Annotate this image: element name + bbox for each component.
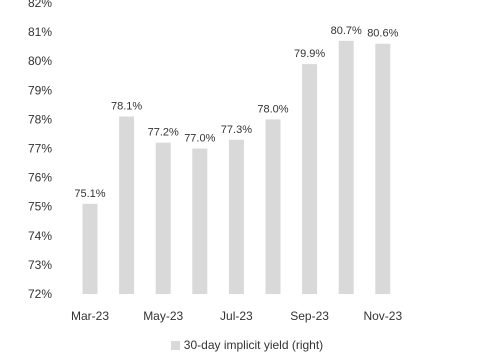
data-label: 80.6% bbox=[367, 28, 398, 40]
bar bbox=[119, 116, 135, 295]
y-tick-label: 72% bbox=[28, 287, 52, 301]
data-label: 77.2% bbox=[148, 127, 179, 139]
y-tick-label: 74% bbox=[28, 229, 52, 243]
bar bbox=[155, 142, 171, 294]
y-tick-label: 77% bbox=[28, 142, 52, 156]
data-label: 77.3% bbox=[221, 124, 252, 136]
x-tick-label: Nov-23 bbox=[363, 309, 402, 323]
x-tick-label: Sep-23 bbox=[290, 309, 329, 323]
y-tick-label: 76% bbox=[28, 171, 52, 185]
legend-label: 30-day implicit yield (right) bbox=[183, 338, 324, 352]
data-label: 79.9% bbox=[294, 48, 325, 60]
bar bbox=[228, 139, 244, 294]
bar bbox=[82, 203, 98, 294]
bar bbox=[192, 148, 208, 294]
y-tick-label: 80% bbox=[28, 54, 52, 68]
data-label: 77.0% bbox=[184, 133, 215, 145]
y-tick-label: 73% bbox=[28, 258, 52, 272]
x-axis-tick-labels: Mar-23 May-23 Jul-23 Sep-23 Nov-23 bbox=[71, 309, 402, 323]
bars bbox=[82, 40, 391, 295]
data-labels: 75.1% 78.1% 77.2% 77.0% 77.3% 78.0% 79.9% 80.7%… bbox=[74, 25, 398, 200]
y-tick-label: 75% bbox=[28, 200, 52, 214]
x-tick-label: Mar-23 bbox=[71, 309, 109, 323]
bar bbox=[375, 43, 391, 294]
data-label: 78.0% bbox=[257, 103, 288, 115]
x-tick-label: Jul-23 bbox=[220, 309, 253, 323]
x-tick-label: May-23 bbox=[143, 309, 183, 323]
y-tick-label: 82% bbox=[28, 0, 52, 10]
legend: 30-day implicit yield (right) bbox=[0, 338, 494, 352]
bar bbox=[302, 64, 318, 294]
y-tick-label: 81% bbox=[28, 25, 52, 39]
bar bbox=[265, 119, 281, 295]
data-label: 75.1% bbox=[74, 188, 105, 200]
data-label: 78.1% bbox=[111, 100, 142, 112]
legend-swatch bbox=[170, 341, 180, 350]
bar bbox=[338, 40, 354, 294]
y-tick-label: 78% bbox=[28, 112, 52, 126]
y-axis-tick-labels: 72% 73% 74% 75% 76% 77% 78% 79% 80% 81% 82% bbox=[28, 0, 52, 301]
data-label: 80.7% bbox=[331, 25, 362, 37]
y-tick-label: 79% bbox=[28, 83, 52, 97]
